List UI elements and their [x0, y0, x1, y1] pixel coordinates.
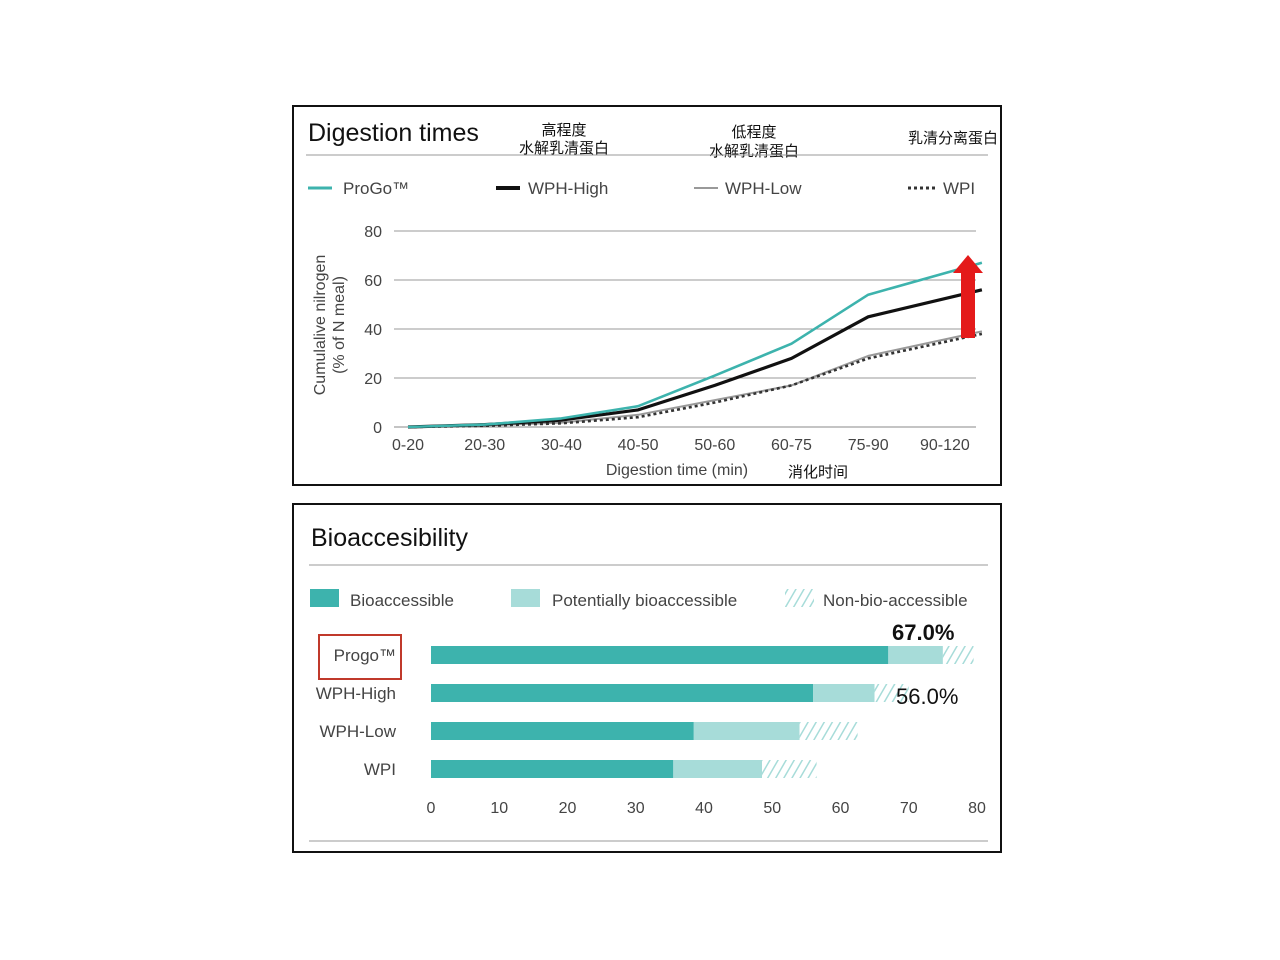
arrow-head [953, 255, 983, 273]
y-axis-label-line1: Cumulalive nilrogen [312, 255, 329, 396]
value-label-wph-high: 56.0% [896, 684, 958, 709]
y-tick-label: 0 [373, 420, 382, 437]
bar-segment-non-bio [942, 646, 974, 664]
legend-swatch-potentially [511, 589, 540, 607]
progo-highlight-box [318, 634, 402, 680]
legend: Bioaccessible Potentially bioaccessible … [310, 589, 968, 610]
wpi-cn: 乳清分离蛋白 [908, 129, 998, 147]
x-tick-label: 10 [490, 800, 508, 817]
category-label: WPH-High [316, 684, 396, 703]
y-axis-label-line2: (% of N meal) [331, 276, 348, 374]
series-line-progo [407, 261, 983, 429]
wph-high-cn-line1: 高程度 [541, 121, 586, 139]
chart-title: Digestion times [308, 119, 479, 147]
legend-label-potentially: Potentially bioaccessible [552, 591, 737, 610]
digestion-times-chart: Digestion times 高程度 水解乳清蛋白 低程度 水解乳清蛋白 乳清… [306, 119, 998, 481]
legend-label-wph-low: WPH-Low [725, 179, 802, 198]
bar-segment-potentially [813, 684, 875, 702]
x-tick-label: 0-20 [392, 437, 424, 454]
wph-low-cn-line2: 水解乳清蛋白 [709, 142, 799, 160]
bar-segment-non-bio [874, 684, 909, 702]
y-tick-label: 80 [364, 224, 382, 241]
category-label: WPH-Low [319, 722, 396, 741]
chart-title: Bioaccesibility [311, 524, 469, 552]
x-tick-label: 60-75 [771, 437, 812, 454]
x-tick-label: 70 [900, 800, 918, 817]
legend-label-wph-high: WPH-High [528, 179, 608, 198]
x-tick-label: 60 [832, 800, 850, 817]
x-axis-label-cn: 消化时间 [788, 463, 848, 481]
arrow-shaft [961, 272, 975, 338]
increase-arrow [953, 255, 983, 338]
bar-segment-bioaccessible [431, 760, 674, 778]
y-tick-label: 40 [364, 322, 382, 339]
bioaccessibility-panel: Bioaccesibility Bioaccessible Potentiall… [292, 503, 1002, 853]
legend-swatch-non-bio [785, 589, 814, 607]
bar-segment-bioaccessible [431, 646, 889, 664]
value-label-progo: 67.0% [892, 620, 954, 645]
wph-low-cn-line1: 低程度 [731, 123, 776, 141]
x-tick-label: 30 [627, 800, 645, 817]
legend-label-progo: ProGo™ [343, 179, 409, 198]
x-tick-label: 75-90 [848, 437, 889, 454]
digestion-times-panel: Digestion times 高程度 水解乳清蛋白 低程度 水解乳清蛋白 乳清… [292, 105, 1002, 486]
legend-label-wpi: WPI [943, 179, 975, 198]
x-tick-label: 90-120 [920, 437, 970, 454]
x-tick-label: 80 [968, 800, 986, 817]
bar-segment-potentially [888, 646, 943, 664]
x-tick-label: 50-60 [694, 437, 735, 454]
x-tick-label: 50 [763, 800, 781, 817]
bioaccessibility-chart: Bioaccesibility Bioaccessible Potentiall… [309, 524, 988, 842]
bar-segment-bioaccessible [431, 722, 694, 740]
category-label: WPI [364, 760, 396, 779]
legend-swatch-bioaccessible [310, 589, 339, 607]
bar-segment-non-bio [762, 760, 817, 778]
bar-segment-potentially [673, 760, 762, 778]
x-tick-label: 30-40 [541, 437, 582, 454]
x-tick-label: 20-30 [464, 437, 505, 454]
series-line-wph-low [407, 330, 983, 428]
series-line-wpi [407, 332, 983, 429]
category-label: Progo™ [334, 646, 396, 665]
wph-high-cn-line2: 水解乳清蛋白 [519, 139, 609, 157]
x-axis-label: Digestion time (min) [606, 462, 748, 479]
x-tick-label: 0 [427, 800, 436, 817]
bar-segment-non-bio [799, 722, 858, 740]
y-tick-label: 60 [364, 273, 382, 290]
legend-label-bioaccessible: Bioaccessible [350, 591, 454, 610]
legend: ProGo™ WPH-High WPH-Low WPI [308, 179, 975, 198]
y-tick-label: 20 [364, 371, 382, 388]
bar-segment-bioaccessible [431, 684, 814, 702]
bar-segment-potentially [693, 722, 800, 740]
legend-label-non-bio: Non-bio-accessible [823, 591, 968, 610]
x-tick-label: 20 [559, 800, 577, 817]
x-tick-label: 40 [695, 800, 713, 817]
x-tick-label: 40-50 [618, 437, 659, 454]
